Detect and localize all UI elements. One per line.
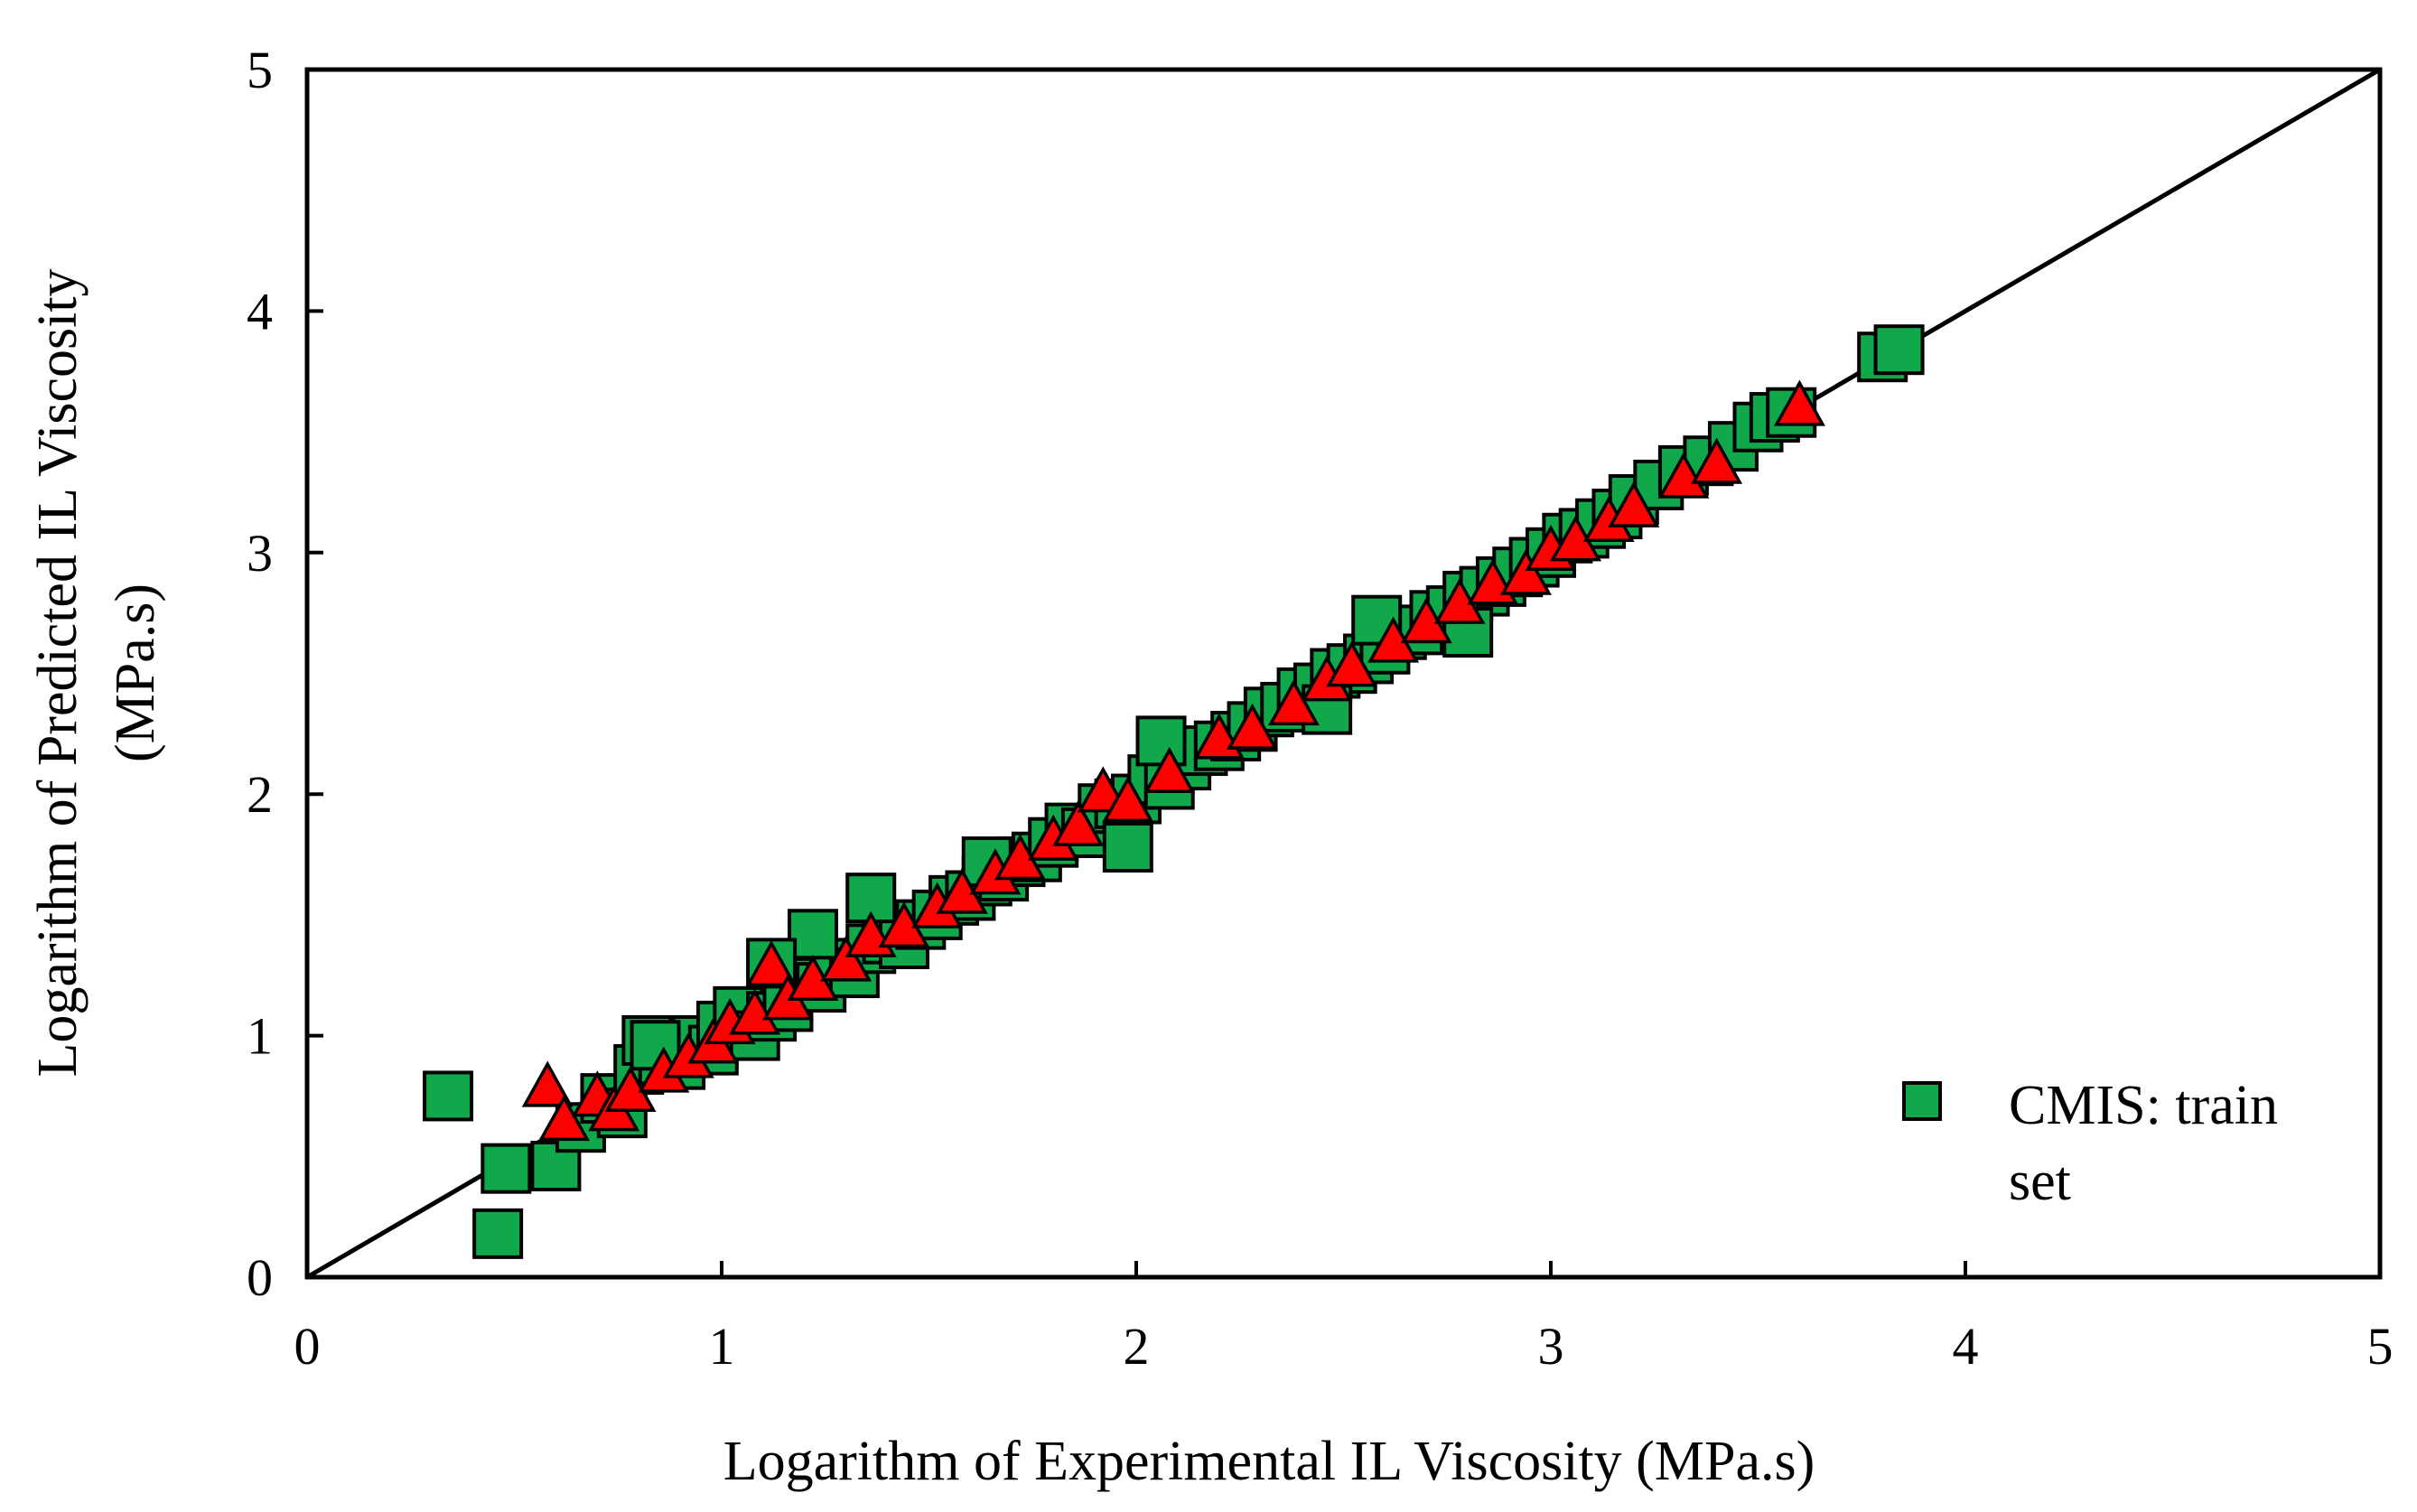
y-axis-title-line2: (MPa.s) (105, 583, 166, 762)
train-point (472, 1208, 524, 1259)
x-tick-label: 5 (2367, 1317, 2394, 1376)
test-point (1773, 379, 1825, 426)
train-point (787, 909, 838, 960)
test-point (1267, 679, 1320, 726)
test-point (745, 939, 798, 986)
test-point (1227, 703, 1279, 750)
y-axis-ticks: 0 1 2 3 4 5 (247, 41, 323, 1307)
test-point (1052, 799, 1105, 846)
legend-label-line1: CMIS: train (2009, 1075, 2278, 1136)
legend-train-marker (1902, 1081, 1942, 1121)
test-point (521, 1060, 574, 1107)
test-point (1326, 640, 1378, 687)
y-tick-label: 0 (247, 1248, 273, 1307)
x-axis-title: Logarithm of Experimental IL Viscosity (… (723, 1431, 1815, 1492)
y-tick-label: 3 (247, 524, 273, 583)
test-point (820, 935, 873, 982)
y-tick-label: 5 (247, 41, 273, 99)
x-tick-label: 1 (709, 1317, 735, 1376)
x-tick-label: 3 (1538, 1317, 1564, 1376)
test-point (729, 988, 781, 1035)
y-tick-label: 2 (247, 765, 273, 824)
train-point (423, 1070, 474, 1122)
test-point (1143, 746, 1196, 794)
x-tick-label: 0 (294, 1317, 321, 1376)
y-tick-label: 4 (247, 282, 273, 341)
train-point (1135, 715, 1187, 767)
train-point (1102, 822, 1153, 873)
x-axis-ticks: 0 1 2 3 4 5 (294, 1261, 2394, 1376)
x-tick-label: 4 (1953, 1317, 1979, 1376)
y-axis-title-line1: Logarithm of Predicted IL Viscosity (27, 268, 89, 1077)
test-point (1499, 548, 1552, 595)
test-point (1608, 481, 1660, 527)
train-point (1873, 324, 1925, 376)
y-tick-label: 1 (247, 1007, 273, 1066)
train-point (481, 1143, 532, 1194)
test-series-layer (521, 379, 1825, 1142)
x-tick-label: 2 (1124, 1317, 1150, 1376)
legend: CMIS: train set (1902, 1075, 2278, 1212)
test-point (1102, 776, 1154, 823)
test-point (1691, 437, 1743, 484)
test-point (1657, 452, 1710, 499)
legend-label-line2: set (2009, 1151, 2071, 1212)
test-point (538, 1094, 591, 1142)
